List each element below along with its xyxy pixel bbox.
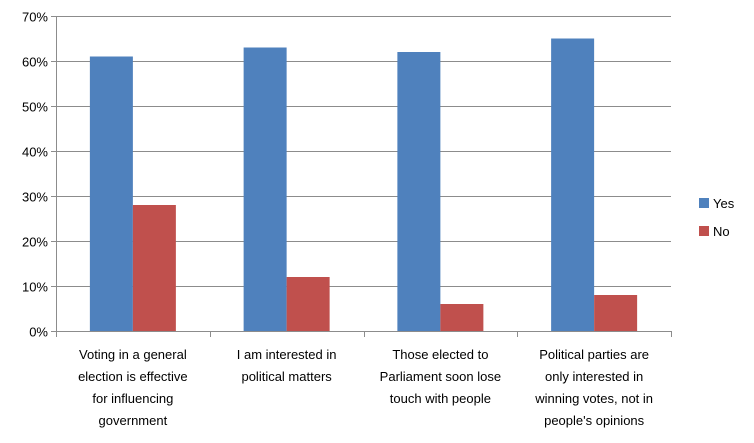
- bar-yes-1: [89, 56, 133, 331]
- y-tick-label: 70%: [22, 10, 48, 25]
- bar-no-4: [594, 295, 638, 331]
- bar-no-2: [286, 277, 330, 331]
- y-tick-label: 40%: [22, 145, 48, 160]
- x-category-label: Voting in a general election is effective…: [78, 347, 188, 428]
- legend-label-yes: Yes: [713, 196, 735, 211]
- y-tick-label: 60%: [22, 55, 48, 70]
- x-category-label: Those elected to Parliament soon lose touc…: [380, 347, 501, 406]
- y-tick-label: 20%: [22, 235, 48, 250]
- bar-no-1: [132, 205, 176, 331]
- x-category-label: I am interested in political matters: [237, 347, 337, 384]
- y-tick-label: 0%: [29, 325, 48, 340]
- legend: Yes No: [699, 196, 735, 239]
- legend-label-no: No: [713, 224, 730, 239]
- bar-yes-4: [551, 38, 595, 331]
- legend-swatch-no: [699, 226, 709, 236]
- axes: 0% 10% 20% 30% 40% 50% 60% 70% Voting in a gener…: [22, 10, 672, 428]
- bar-no-3: [440, 304, 484, 331]
- bar-yes-3: [397, 52, 441, 331]
- bars: [89, 38, 638, 331]
- legend-swatch-yes: [699, 198, 709, 208]
- y-tick-label: 30%: [22, 190, 48, 205]
- x-category-label: Political parties are only interested in w…: [534, 347, 653, 428]
- y-tick-label: 10%: [22, 280, 48, 295]
- y-tick-label: 50%: [22, 100, 48, 115]
- bar-yes-2: [243, 47, 287, 331]
